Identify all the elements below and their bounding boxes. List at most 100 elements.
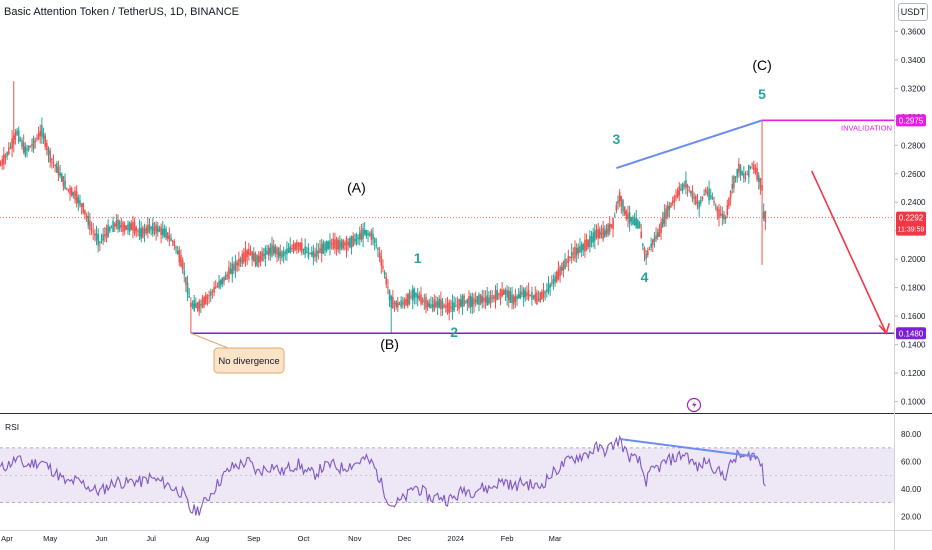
candle-body bbox=[135, 227, 138, 232]
wave-label-3: 3 bbox=[612, 131, 620, 147]
candle-body bbox=[590, 236, 593, 243]
candle-body bbox=[171, 241, 174, 243]
candle-body bbox=[165, 228, 167, 239]
candle-body bbox=[430, 304, 432, 308]
rsi-tick-label: 60.00 bbox=[901, 458, 922, 467]
candle-body bbox=[491, 297, 493, 299]
candle-body bbox=[46, 143, 48, 150]
candle-body bbox=[458, 298, 460, 310]
candle-body bbox=[426, 300, 429, 307]
projection-arrow[interactable] bbox=[810, 170, 887, 334]
candle-body bbox=[143, 228, 146, 234]
candle-body bbox=[459, 299, 462, 307]
rsi-line[interactable] bbox=[0, 434, 766, 516]
candle-body bbox=[647, 250, 649, 256]
candle-body bbox=[685, 179, 687, 188]
candle-body bbox=[229, 268, 232, 274]
candle-body bbox=[517, 294, 520, 299]
candle-body bbox=[560, 266, 563, 271]
candle-body bbox=[746, 173, 748, 176]
price-tick-label: 0.1400 bbox=[901, 341, 926, 350]
candle-body bbox=[84, 209, 86, 215]
candle-body bbox=[352, 235, 354, 247]
candle-body bbox=[632, 216, 634, 225]
candle-body bbox=[216, 285, 219, 287]
note-box[interactable] bbox=[213, 347, 285, 374]
candle-body bbox=[479, 294, 482, 304]
candle-body bbox=[153, 226, 156, 231]
candle-body bbox=[251, 251, 253, 260]
candle-body bbox=[337, 240, 340, 250]
candle-body bbox=[549, 284, 551, 288]
currency-selector[interactable]: USDT bbox=[898, 3, 928, 21]
candle-body bbox=[62, 176, 65, 187]
candle-body bbox=[243, 252, 245, 263]
candle-body bbox=[74, 190, 76, 200]
candle-body bbox=[322, 242, 325, 254]
candle-body bbox=[613, 215, 616, 217]
candle-body bbox=[400, 300, 402, 307]
candle-body bbox=[3, 154, 5, 165]
candle-body bbox=[436, 301, 439, 307]
candle-body bbox=[397, 302, 399, 308]
candle-body bbox=[411, 289, 414, 301]
candle-body bbox=[640, 231, 642, 239]
candle-body bbox=[296, 241, 298, 250]
candle-body bbox=[671, 200, 674, 204]
candle-body bbox=[377, 248, 379, 251]
candle-body bbox=[670, 202, 672, 208]
candle-body bbox=[382, 266, 384, 269]
candle-body bbox=[87, 215, 90, 226]
candle-body bbox=[324, 243, 326, 251]
candle-body bbox=[402, 302, 404, 304]
candle-body bbox=[701, 196, 704, 199]
candle-body bbox=[284, 251, 287, 254]
candle-body bbox=[602, 227, 604, 240]
candle-body bbox=[85, 215, 88, 218]
candle-body bbox=[173, 241, 176, 246]
candle-body bbox=[286, 248, 288, 255]
rsi-trendline[interactable] bbox=[619, 438, 758, 458]
candle-body bbox=[72, 192, 75, 196]
candles bbox=[0, 81, 767, 334]
candle-body bbox=[499, 288, 502, 299]
candle-body bbox=[612, 218, 614, 230]
candle-body bbox=[22, 142, 25, 153]
candle-body bbox=[693, 197, 695, 199]
candle-body bbox=[759, 178, 762, 189]
candle-body bbox=[552, 279, 555, 284]
candle-body bbox=[524, 290, 527, 298]
candle-body bbox=[418, 295, 421, 300]
candle-body bbox=[724, 216, 727, 220]
candle-body bbox=[27, 146, 30, 150]
wave-label-b: (B) bbox=[380, 336, 399, 352]
note-text: No divergence bbox=[218, 356, 279, 367]
candle-body bbox=[489, 295, 492, 304]
current-price-tag bbox=[896, 211, 926, 236]
candle-body bbox=[723, 214, 725, 220]
price-trendline[interactable] bbox=[616, 119, 763, 170]
candle-body bbox=[163, 228, 166, 238]
candle-body bbox=[261, 251, 263, 262]
candle-body bbox=[70, 187, 73, 197]
candle-body bbox=[461, 296, 464, 308]
time-tick-2024: 2024 bbox=[447, 534, 464, 543]
candle-body bbox=[395, 300, 397, 308]
candle-body bbox=[438, 298, 441, 308]
candle-body bbox=[185, 276, 187, 285]
candle-body bbox=[305, 252, 308, 254]
candle-body bbox=[14, 132, 17, 140]
candle-body bbox=[393, 302, 396, 304]
candle-body bbox=[60, 173, 63, 182]
candle-body bbox=[304, 246, 306, 255]
candle-body bbox=[498, 293, 500, 295]
candle-body bbox=[726, 205, 729, 215]
candle-body bbox=[145, 227, 147, 233]
candle-body bbox=[236, 263, 239, 266]
candle-body bbox=[64, 180, 66, 189]
candle-body bbox=[575, 247, 578, 256]
candle-body bbox=[754, 168, 757, 173]
candle-body bbox=[425, 296, 427, 309]
candle-body bbox=[17, 130, 20, 142]
